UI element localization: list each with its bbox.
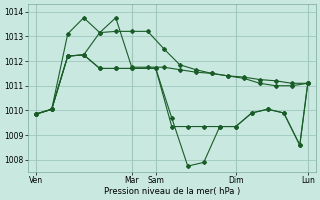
X-axis label: Pression niveau de la mer( hPa ): Pression niveau de la mer( hPa ): [104, 187, 240, 196]
